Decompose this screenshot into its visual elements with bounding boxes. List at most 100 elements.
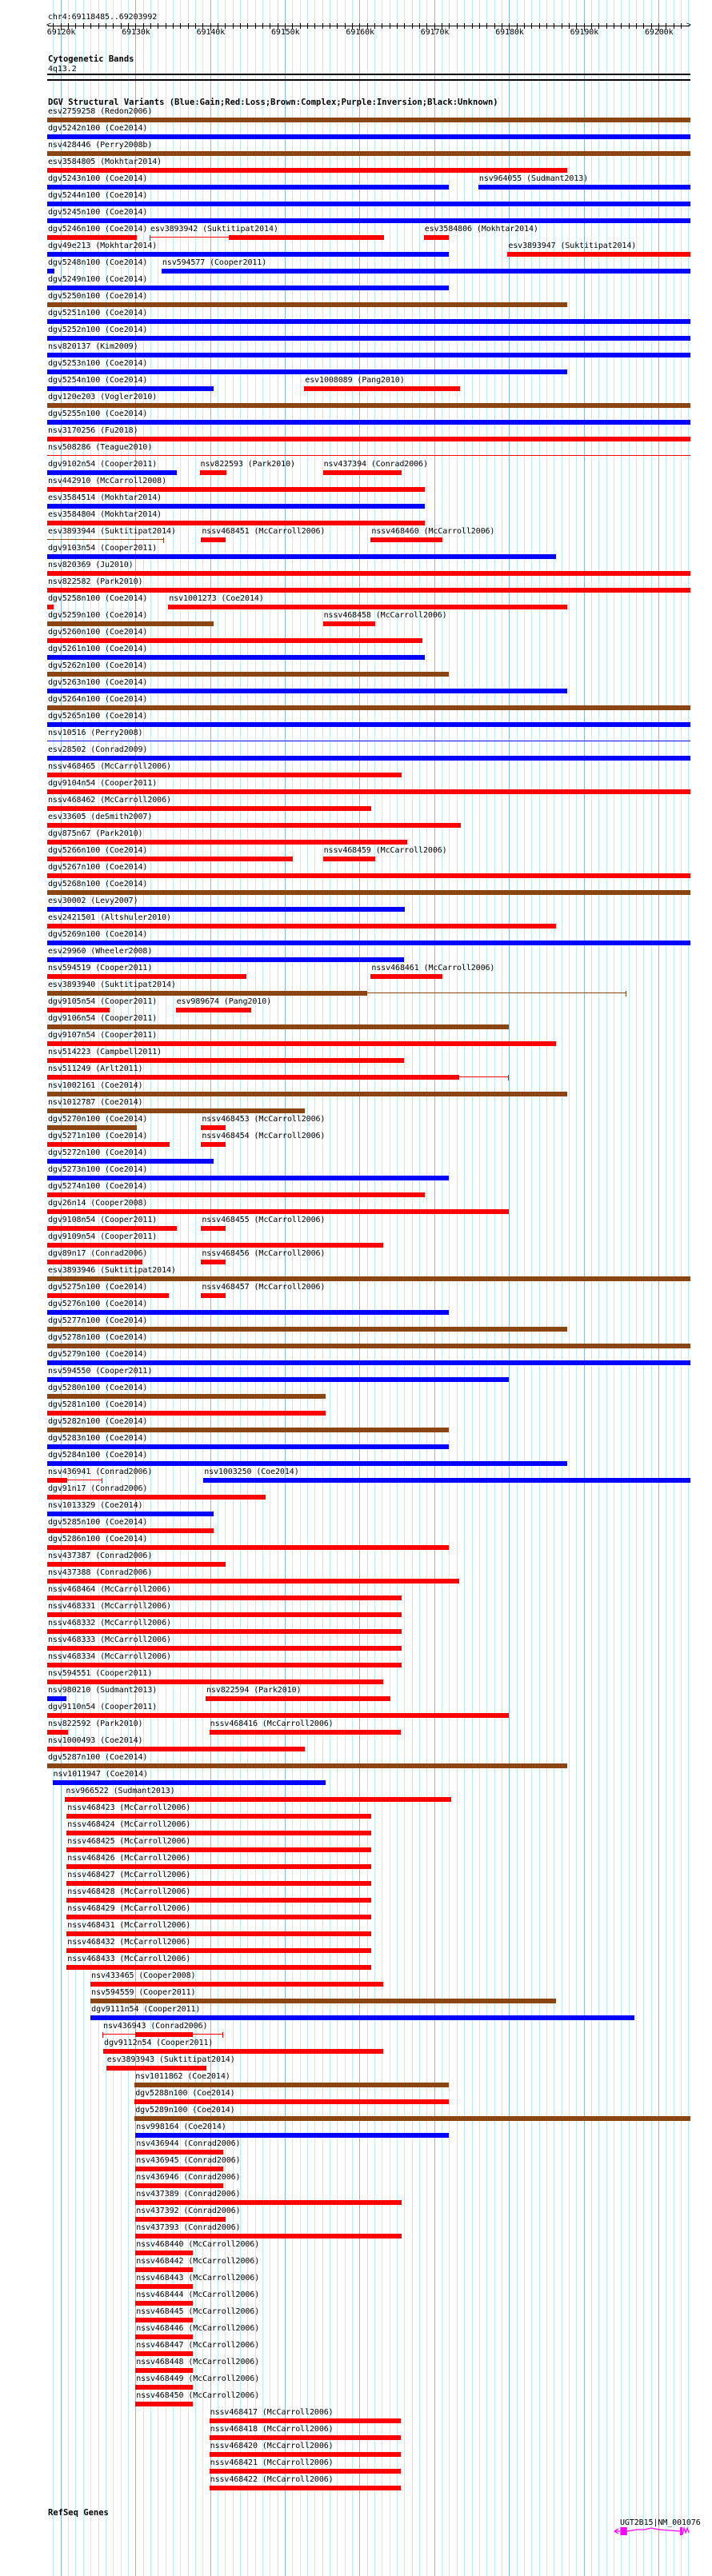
variant-bar[interactable] <box>161 269 691 274</box>
variant-bar[interactable] <box>47 353 691 357</box>
variant-bar[interactable] <box>209 2435 401 2440</box>
variant-bar[interactable] <box>47 1092 568 1096</box>
variant-bar[interactable] <box>47 437 691 441</box>
variant-bar[interactable] <box>47 705 691 710</box>
variant-bar[interactable] <box>47 1495 266 1500</box>
variant-bar[interactable] <box>201 1142 226 1147</box>
gene-model[interactable] <box>0 2523 712 2547</box>
variant-bar[interactable] <box>47 1008 110 1012</box>
variant-bar[interactable] <box>47 1125 138 1130</box>
variant-bar[interactable] <box>47 134 691 139</box>
variant-bar[interactable] <box>47 1528 214 1533</box>
variant-bar[interactable] <box>47 504 425 509</box>
variant-bar[interactable] <box>47 1159 214 1164</box>
variant-bar[interactable] <box>47 252 450 257</box>
variant-bar[interactable] <box>47 1377 510 1382</box>
variant-bar[interactable] <box>47 118 691 122</box>
variant-bar[interactable] <box>47 756 691 761</box>
variant-bar[interactable] <box>507 252 691 257</box>
variant-bar[interactable] <box>47 823 462 828</box>
variant-bar[interactable] <box>175 1008 251 1012</box>
variant-bar[interactable] <box>47 1444 450 1449</box>
variant-bar[interactable] <box>47 1176 450 1180</box>
variant-bar[interactable] <box>201 537 226 542</box>
variant-bar[interactable] <box>47 420 691 425</box>
cytoband-label[interactable]: 4q13.2 <box>48 65 77 74</box>
variant-bar[interactable] <box>47 369 568 374</box>
variant-bar[interactable] <box>47 1226 177 1231</box>
variant-bar[interactable] <box>134 2083 450 2087</box>
variant-bar[interactable] <box>47 1579 459 1584</box>
variant-bar[interactable] <box>90 1982 384 1987</box>
variant-bar[interactable] <box>47 1612 402 1617</box>
variant-bar[interactable] <box>134 2099 450 2104</box>
variant-bar[interactable] <box>47 1411 326 1416</box>
variant-bar[interactable] <box>47 974 247 979</box>
variant-bar[interactable] <box>135 2385 194 2390</box>
variant-bar[interactable] <box>201 1226 226 1231</box>
variant-bar[interactable] <box>47 1646 402 1651</box>
variant-bar[interactable] <box>66 1881 372 1886</box>
variant-bar[interactable] <box>47 1562 226 1567</box>
variant-bar[interactable] <box>47 1293 170 1298</box>
variant-line[interactable] <box>47 455 691 456</box>
variant-bar[interactable] <box>47 1763 568 1768</box>
variant-bar[interactable] <box>168 605 568 609</box>
variant-bar[interactable] <box>209 2418 401 2423</box>
variant-bar[interactable] <box>135 2301 194 2306</box>
variant-bar[interactable] <box>47 1058 405 1063</box>
variant-bar[interactable] <box>135 2351 194 2356</box>
variant-bar[interactable] <box>47 1461 568 1466</box>
variant-bar[interactable] <box>47 1394 326 1399</box>
variant-bar[interactable] <box>135 2284 194 2289</box>
variant-bar[interactable] <box>135 2167 224 2171</box>
variant-bar[interactable] <box>103 2049 384 2054</box>
variant-bar[interactable] <box>322 621 376 626</box>
variant-bar[interactable] <box>47 554 557 559</box>
variant-bar[interactable] <box>47 1142 170 1147</box>
variant-bar[interactable] <box>47 1663 402 1667</box>
variant-bar[interactable] <box>47 302 568 307</box>
variant-bar[interactable] <box>47 957 404 962</box>
variant-bar[interactable] <box>66 1864 372 1869</box>
variant-bar[interactable] <box>66 1948 372 1953</box>
variant-bar[interactable] <box>47 403 691 408</box>
variant-bar[interactable] <box>47 605 54 609</box>
variant-bar[interactable] <box>66 1814 372 1819</box>
variant-bar[interactable] <box>47 907 406 912</box>
variant-bar[interactable] <box>478 185 691 190</box>
variant-bar[interactable] <box>47 1730 69 1735</box>
variant-bar[interactable] <box>66 1898 372 1903</box>
variant-bar[interactable] <box>135 2267 194 2272</box>
variant-bar[interactable] <box>47 1041 557 1046</box>
variant-bar[interactable] <box>370 974 443 979</box>
variant-bar[interactable] <box>47 806 372 811</box>
variant-bar[interactable] <box>47 1209 510 1214</box>
variant-bar[interactable] <box>47 722 691 727</box>
variant-bar[interactable] <box>47 571 691 576</box>
variant-bar[interactable] <box>47 1192 425 1197</box>
variant-bar[interactable] <box>65 1797 452 1802</box>
variant-bar[interactable] <box>47 638 422 643</box>
variant-bar[interactable] <box>135 2368 194 2373</box>
variant-bar[interactable] <box>47 773 402 777</box>
variant-bar[interactable] <box>47 168 568 173</box>
variant-bar[interactable] <box>47 1428 450 1432</box>
variant-bar[interactable] <box>135 2200 402 2205</box>
variant-bar[interactable] <box>47 336 691 341</box>
variant-bar[interactable] <box>47 470 177 475</box>
variant-bar[interactable] <box>47 789 691 794</box>
variant-bar[interactable] <box>47 235 138 240</box>
variant-bar[interactable] <box>47 1478 68 1483</box>
variant-bar[interactable] <box>47 1260 142 1264</box>
variant-bar[interactable] <box>47 386 214 391</box>
gene-label[interactable]: UGT2B15|NM_001076 <box>620 2518 701 2527</box>
variant-bar[interactable] <box>47 1024 510 1029</box>
variant-bar[interactable] <box>47 319 691 324</box>
variant-bar[interactable] <box>47 1679 384 1684</box>
variant-bar[interactable] <box>304 386 460 391</box>
variant-bar[interactable] <box>47 621 214 626</box>
variant-bar[interactable] <box>47 890 691 895</box>
variant-bar[interactable] <box>135 2334 194 2339</box>
variant-bar[interactable] <box>47 218 691 223</box>
